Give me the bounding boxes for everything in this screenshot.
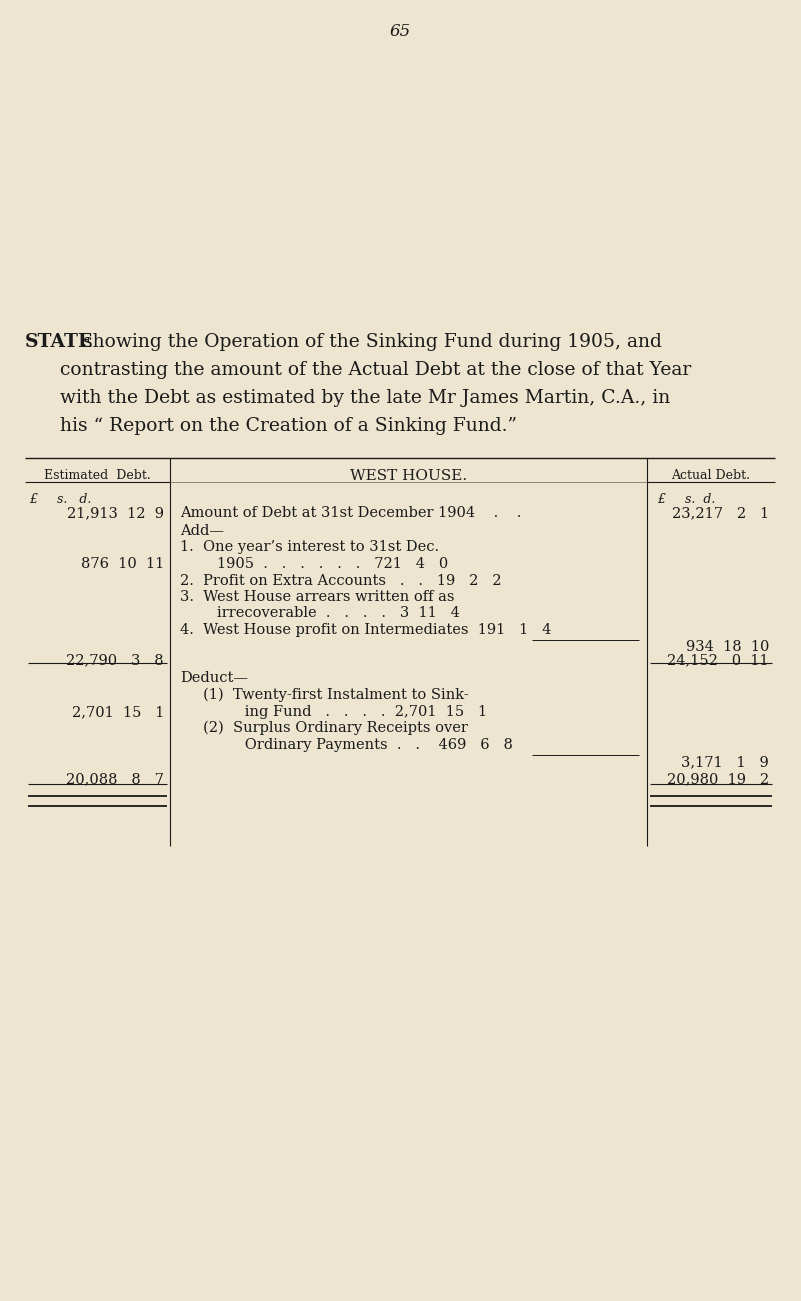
- Text: £     s.   d.: £ s. d.: [29, 493, 91, 506]
- Text: 934  18  10: 934 18 10: [686, 640, 769, 654]
- Text: 1.  One year’s interest to 31st Dec.: 1. One year’s interest to 31st Dec.: [180, 540, 439, 554]
- Text: Amount of Debt at 31st December 1904    .    .: Amount of Debt at 31st December 1904 . .: [180, 506, 521, 520]
- Text: 4.  West House profit on Intermediates  191   1   4: 4. West House profit on Intermediates 19…: [180, 623, 551, 637]
- Text: 876  10  11: 876 10 11: [81, 557, 164, 571]
- Text: (1)  Twenty-first Instalment to Sink-: (1) Twenty-first Instalment to Sink-: [180, 688, 469, 703]
- Text: ing Fund   .   .   .   .  2,701  15   1: ing Fund . . . . 2,701 15 1: [180, 705, 487, 719]
- Text: WEST HOUSE.: WEST HOUSE.: [350, 468, 467, 483]
- Text: STATE: STATE: [25, 333, 94, 351]
- Text: 20,980  19   2: 20,980 19 2: [667, 771, 769, 786]
- Text: (2)  Surplus Ordinary Receipts over: (2) Surplus Ordinary Receipts over: [180, 721, 468, 735]
- Text: Ordinary Payments  .   .    469   6   8: Ordinary Payments . . 469 6 8: [180, 738, 513, 752]
- Text: 2.  Profit on Extra Accounts   .   .   19   2   2: 2. Profit on Extra Accounts . . 19 2 2: [180, 574, 501, 588]
- Text: contrasting the amount of the Actual Debt at the close of that Year: contrasting the amount of the Actual Deb…: [60, 360, 691, 379]
- Text: 65: 65: [389, 23, 411, 40]
- Text: showing the Operation of the Sinking Fund during 1905, and: showing the Operation of the Sinking Fun…: [77, 333, 662, 351]
- Text: 23,217   2   1: 23,217 2 1: [672, 506, 769, 520]
- Text: with the Debt as estimated by the late Mr James Martin, C.A., in: with the Debt as estimated by the late M…: [60, 389, 670, 407]
- Text: Actual Debt.: Actual Debt.: [671, 468, 751, 481]
- Text: 2,701  15   1: 2,701 15 1: [71, 705, 164, 719]
- Text: 22,790   3   8: 22,790 3 8: [66, 653, 164, 667]
- Text: 1905  .   .   .   .   .   .   721   4   0: 1905 . . . . . . 721 4 0: [180, 557, 449, 571]
- Text: Deduct—: Deduct—: [180, 671, 248, 686]
- Text: irrecoverable  .   .   .   .   3  11   4: irrecoverable . . . . 3 11 4: [180, 606, 460, 621]
- Text: 21,913  12  9: 21,913 12 9: [67, 506, 164, 520]
- Text: £     s.  d.: £ s. d.: [657, 493, 715, 506]
- Text: 3.  West House arrears written off as: 3. West House arrears written off as: [180, 589, 454, 604]
- Text: Add—: Add—: [180, 524, 224, 539]
- Text: his “ Report on the Creation of a Sinking Fund.”: his “ Report on the Creation of a Sinkin…: [60, 418, 517, 435]
- Text: Estimated  Debt.: Estimated Debt.: [44, 468, 151, 481]
- Text: 20,088   8   7: 20,088 8 7: [66, 771, 164, 786]
- Text: 3,171   1   9: 3,171 1 9: [681, 755, 769, 769]
- Text: 24,152   0  11: 24,152 0 11: [667, 653, 769, 667]
